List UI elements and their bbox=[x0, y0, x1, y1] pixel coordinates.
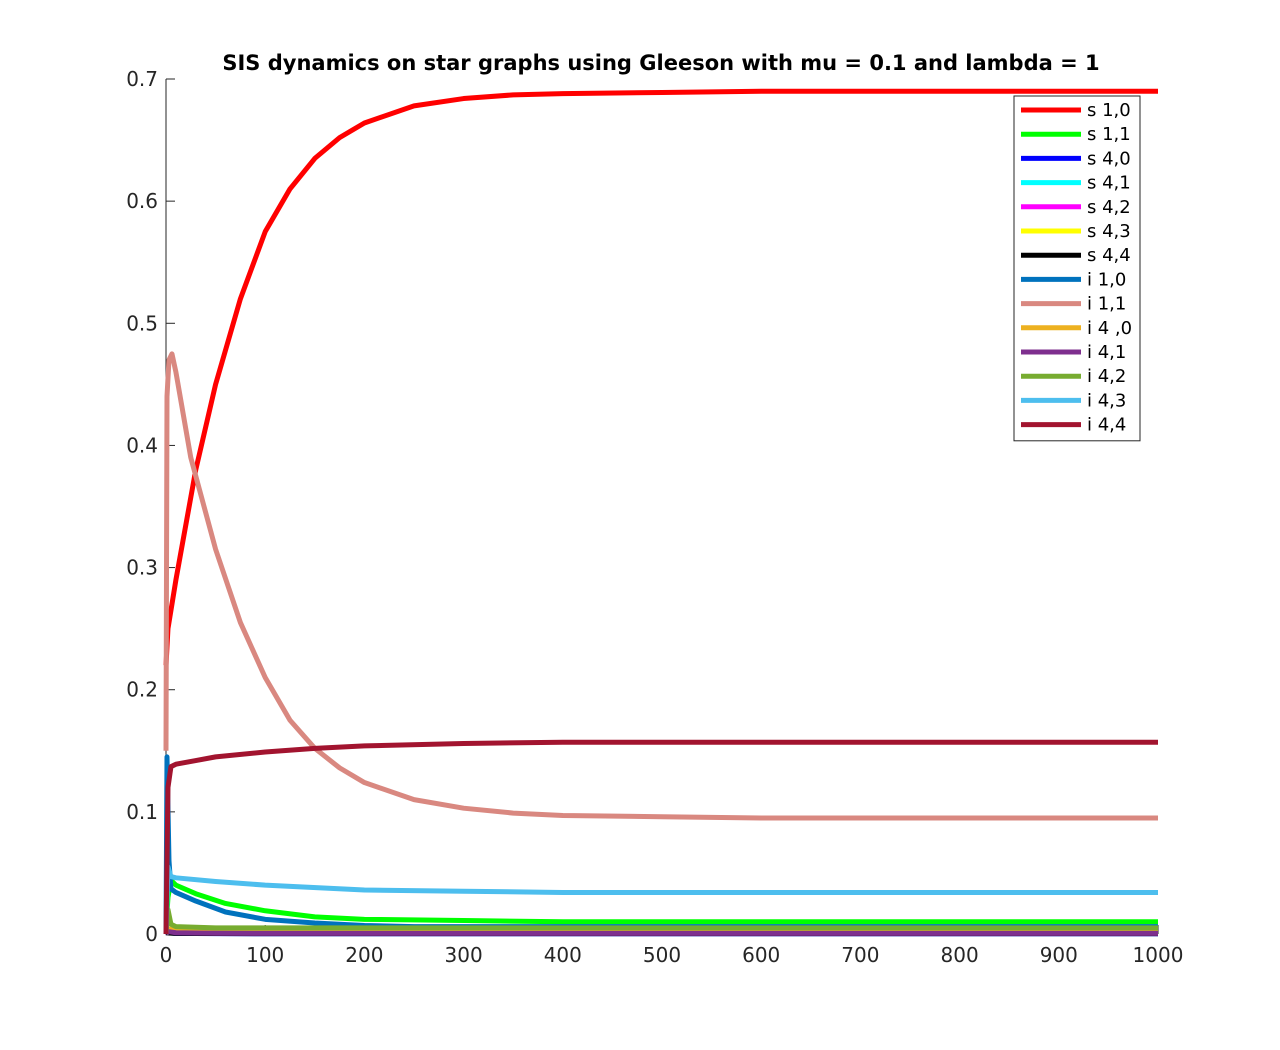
series-line-s-1-0 bbox=[163, 88, 1158, 666]
x-tick-label: 0 bbox=[160, 943, 173, 967]
series-line-i-4-3 bbox=[163, 864, 1158, 935]
y-tick-label: 0.2 bbox=[126, 678, 158, 702]
legend-label: i 1,0 bbox=[1087, 269, 1126, 290]
y-tick-label: 0.4 bbox=[126, 433, 158, 457]
series-line-i-4-1 bbox=[164, 929, 1158, 936]
x-tick-label: 600 bbox=[742, 943, 780, 967]
axes: 0 100 200 300 400 500 600 700 800 900 1000 0 0.1 0.2 0… bbox=[126, 67, 1183, 967]
y-tick-label: 0.1 bbox=[126, 800, 158, 824]
x-tick-label: 500 bbox=[643, 943, 681, 967]
x-tick-label: 200 bbox=[345, 943, 383, 967]
x-tick-label: 400 bbox=[544, 943, 582, 967]
y-tick-label: 0 bbox=[145, 922, 158, 946]
legend-label: i 4,4 bbox=[1087, 415, 1126, 436]
legend-label: i 4,1 bbox=[1087, 342, 1126, 363]
x-tick-label: 1000 bbox=[1133, 943, 1184, 967]
chart-title: SIS dynamics on star graphs using Gleeso… bbox=[222, 51, 1099, 75]
y-tick-label: 0.3 bbox=[126, 556, 158, 580]
x-tick-label: 300 bbox=[445, 943, 483, 967]
legend-label: i 4,2 bbox=[1087, 366, 1126, 387]
legend-label: s 4,1 bbox=[1087, 173, 1131, 194]
legend-label: s 4,4 bbox=[1087, 245, 1131, 266]
legend-label: i 4 ,0 bbox=[1087, 318, 1132, 339]
series-line-i-1-1 bbox=[163, 351, 1158, 821]
legend-label: s 1,1 bbox=[1087, 124, 1131, 145]
y-tick-label: 0.6 bbox=[126, 189, 158, 213]
series-lines bbox=[163, 88, 1158, 937]
series-line-i-4-4 bbox=[163, 739, 1158, 935]
y-tick-label: 0.5 bbox=[126, 311, 158, 335]
x-tick-label: 800 bbox=[941, 943, 979, 967]
legend: s 1,0 s 1,1 s 4,0 s 4,1 s 4,2 s 4,3 s 4,4 i 1,0… bbox=[1013, 95, 1141, 442]
legend-label: s 4,2 bbox=[1087, 197, 1131, 218]
legend-label: i 4,3 bbox=[1087, 390, 1126, 411]
x-tick-label: 900 bbox=[1040, 943, 1078, 967]
x-tick-label: 700 bbox=[841, 943, 879, 967]
x-tick-label: 100 bbox=[246, 943, 284, 967]
legend-label: s 1,0 bbox=[1087, 100, 1131, 121]
legend-label: s 4,3 bbox=[1087, 221, 1131, 242]
legend-box bbox=[1013, 95, 1141, 442]
series-line-i-1-0 bbox=[163, 754, 1158, 935]
y-tick-label: 0.7 bbox=[126, 67, 158, 91]
legend-label: i 1,1 bbox=[1087, 294, 1126, 315]
legend-label: s 4,0 bbox=[1087, 148, 1131, 169]
